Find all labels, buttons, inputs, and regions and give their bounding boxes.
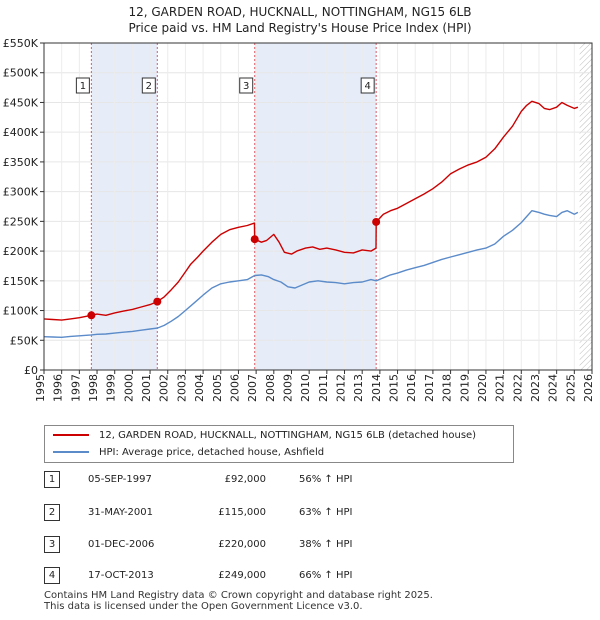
sale-marker-label: 4	[364, 81, 370, 92]
chart-title: 12, GARDEN ROAD, HUCKNALL, NOTTINGHAM, N…	[0, 4, 600, 36]
property-price-line	[44, 100, 579, 321]
sale-marker-label: 1	[80, 81, 86, 92]
x-tick-label: 2000	[122, 374, 135, 402]
sale-hpi-change: 66% ↑ HPI	[299, 570, 353, 581]
x-tick-label: 1996	[52, 374, 65, 402]
x-tick-label: 2020	[476, 374, 489, 402]
sale-marker-label: 3	[243, 81, 249, 92]
table-row: 1 05-SEP-1997 £92,000 56% ↑ HPI	[44, 470, 544, 490]
sale-number-badge: 2	[44, 504, 60, 521]
sale-date: 05-SEP-1997	[88, 474, 152, 485]
sale-marker-label: 2	[146, 81, 152, 92]
future-hatch	[579, 43, 592, 370]
x-tick-label: 2011	[317, 374, 330, 402]
x-tick-label: 2023	[529, 374, 542, 402]
sale-price: £92,000	[224, 474, 266, 485]
sale-hpi-change: 38% ↑ HPI	[299, 539, 353, 550]
sale-price: £115,000	[218, 507, 266, 518]
x-tick-label: 2003	[175, 374, 188, 402]
sale-number-badge: 1	[44, 471, 60, 488]
x-tick-label: 2015	[388, 374, 401, 402]
y-tick-label: £550K	[3, 37, 39, 50]
y-tick-label: £200K	[3, 245, 39, 258]
sale-number-badge: 4	[44, 567, 60, 584]
x-tick-label: 2005	[211, 374, 224, 402]
legend-label-property: 12, GARDEN ROAD, HUCKNALL, NOTTINGHAM, N…	[99, 430, 477, 441]
x-tick-label: 1995	[34, 374, 47, 402]
x-tick-label: 2010	[299, 374, 312, 402]
y-tick-label: £150K	[3, 275, 39, 288]
table-row: 2 31-MAY-2001 £115,000 63% ↑ HPI	[44, 503, 544, 523]
sale-marker-box	[141, 77, 156, 94]
sale-date: 01-DEC-2006	[88, 539, 155, 550]
footer-line-2: This data is licensed under the Open Gov…	[44, 601, 363, 612]
table-row: 4 17-OCT-2013 £249,000 66% ↑ HPI	[44, 566, 544, 586]
sale-point	[250, 235, 259, 244]
x-tick-label: 2014	[370, 374, 383, 402]
x-tick-label: 2013	[352, 374, 365, 402]
x-tick-label: 2008	[264, 374, 277, 402]
price-chart: 1 2 3 4 £0 £50K £100K £150K £200K £250K £300K £350K…	[3, 37, 595, 402]
legend-item-property: 12, GARDEN ROAD, HUCKNALL, NOTTINGHAM, N…	[53, 428, 476, 444]
y-tick-label: £50K	[10, 334, 39, 347]
x-tick-label: 2002	[158, 374, 171, 402]
x-tick-label: 2012	[335, 374, 348, 402]
x-tick-label: 2026	[582, 374, 595, 402]
y-tick-label: £0	[24, 364, 38, 377]
x-tick-label: 2001	[140, 374, 153, 402]
table-row: 3 01-DEC-2006 £220,000 38% ↑ HPI	[44, 535, 544, 555]
sale-marker-box	[239, 77, 254, 94]
sale-date: 31-MAY-2001	[88, 507, 154, 518]
x-tick-label: 2019	[458, 374, 471, 402]
y-tick-label: £500K	[3, 67, 39, 80]
x-tick-label: 1997	[69, 374, 82, 402]
x-tick-label: 1998	[87, 374, 100, 402]
y-tick-label: £300K	[3, 186, 39, 199]
x-tick-label: 2017	[423, 374, 436, 402]
legend-label-hpi: HPI: Average price, detached house, Ashf…	[99, 447, 325, 458]
x-tick-label: 2024	[547, 374, 560, 402]
y-tick-label: £350K	[3, 156, 39, 169]
x-tick-label: 2025	[564, 374, 577, 402]
sale-price: £220,000	[218, 539, 266, 550]
x-tick-label: 1999	[105, 374, 118, 402]
legend-swatch-property	[53, 434, 89, 436]
sale-point	[372, 217, 381, 226]
y-tick-label: £400K	[3, 126, 39, 139]
legend-swatch-hpi	[53, 451, 89, 453]
x-tick-label: 2009	[281, 374, 294, 402]
sale-point	[153, 297, 162, 306]
y-tick-label: £250K	[3, 215, 39, 228]
title-line-1: 12, GARDEN ROAD, HUCKNALL, NOTTINGHAM, N…	[128, 5, 472, 19]
x-tick-label: 2016	[405, 374, 418, 402]
sale-marker-box	[75, 77, 90, 94]
y-tick-label: £100K	[3, 305, 39, 318]
legend-item-hpi: HPI: Average price, detached house, Ashf…	[53, 445, 324, 461]
hpi-line	[44, 210, 579, 338]
sale-marker-box	[360, 77, 375, 94]
footer-line-1: Contains HM Land Registry data © Crown c…	[44, 590, 433, 601]
legend: 12, GARDEN ROAD, HUCKNALL, NOTTINGHAM, N…	[44, 425, 514, 463]
y-tick-label: £450K	[3, 96, 39, 109]
x-tick-label: 2006	[228, 374, 241, 402]
sale-point	[87, 311, 96, 320]
x-tick-label: 2018	[441, 374, 454, 402]
sale-hpi-change: 63% ↑ HPI	[299, 507, 353, 518]
x-tick-label: 2021	[494, 374, 507, 402]
ownership-shade	[254, 43, 377, 370]
footer-attribution: Contains HM Land Registry data © Crown c…	[44, 590, 433, 612]
title-line-2: Price paid vs. HM Land Registry's House …	[128, 21, 472, 35]
sale-price: £249,000	[218, 570, 266, 581]
sale-hpi-change: 56% ↑ HPI	[299, 474, 353, 485]
plot-frame	[43, 42, 593, 371]
x-tick-label: 2004	[193, 374, 206, 402]
x-tick-label: 2007	[246, 374, 259, 402]
sale-number-badge: 3	[44, 536, 60, 553]
x-tick-label: 2022	[511, 374, 524, 402]
sale-date: 17-OCT-2013	[88, 570, 154, 581]
